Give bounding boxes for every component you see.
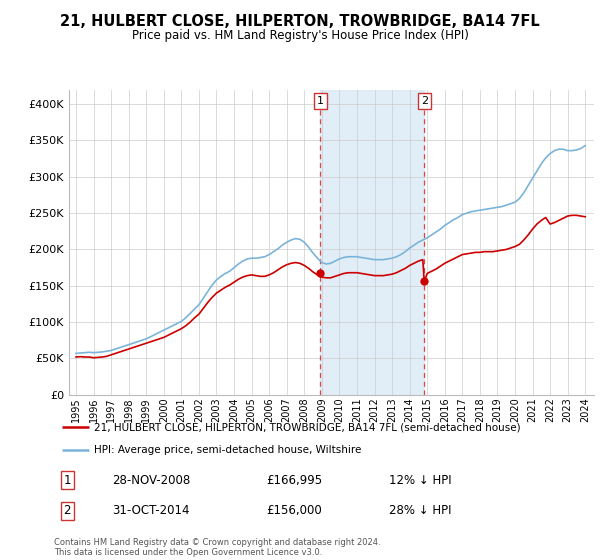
Text: 31-OCT-2014: 31-OCT-2014: [112, 504, 190, 517]
Text: 2: 2: [64, 504, 71, 517]
Text: 21, HULBERT CLOSE, HILPERTON, TROWBRIDGE, BA14 7FL: 21, HULBERT CLOSE, HILPERTON, TROWBRIDGE…: [60, 14, 540, 29]
Text: 1: 1: [317, 96, 324, 106]
Text: £166,995: £166,995: [266, 474, 323, 487]
Text: 1: 1: [64, 474, 71, 487]
Text: 12% ↓ HPI: 12% ↓ HPI: [389, 474, 451, 487]
Bar: [320, 90, 424, 395]
Text: 2: 2: [421, 96, 428, 106]
Text: £156,000: £156,000: [266, 504, 322, 517]
Text: 21, HULBERT CLOSE, HILPERTON, TROWBRIDGE, BA14 7FL (semi-detached house): 21, HULBERT CLOSE, HILPERTON, TROWBRIDGE…: [94, 422, 520, 432]
Text: Contains HM Land Registry data © Crown copyright and database right 2024.
This d: Contains HM Land Registry data © Crown c…: [54, 538, 380, 557]
Text: 28% ↓ HPI: 28% ↓ HPI: [389, 504, 451, 517]
Text: HPI: Average price, semi-detached house, Wiltshire: HPI: Average price, semi-detached house,…: [94, 445, 361, 455]
Text: 28-NOV-2008: 28-NOV-2008: [112, 474, 191, 487]
Text: Price paid vs. HM Land Registry's House Price Index (HPI): Price paid vs. HM Land Registry's House …: [131, 29, 469, 42]
